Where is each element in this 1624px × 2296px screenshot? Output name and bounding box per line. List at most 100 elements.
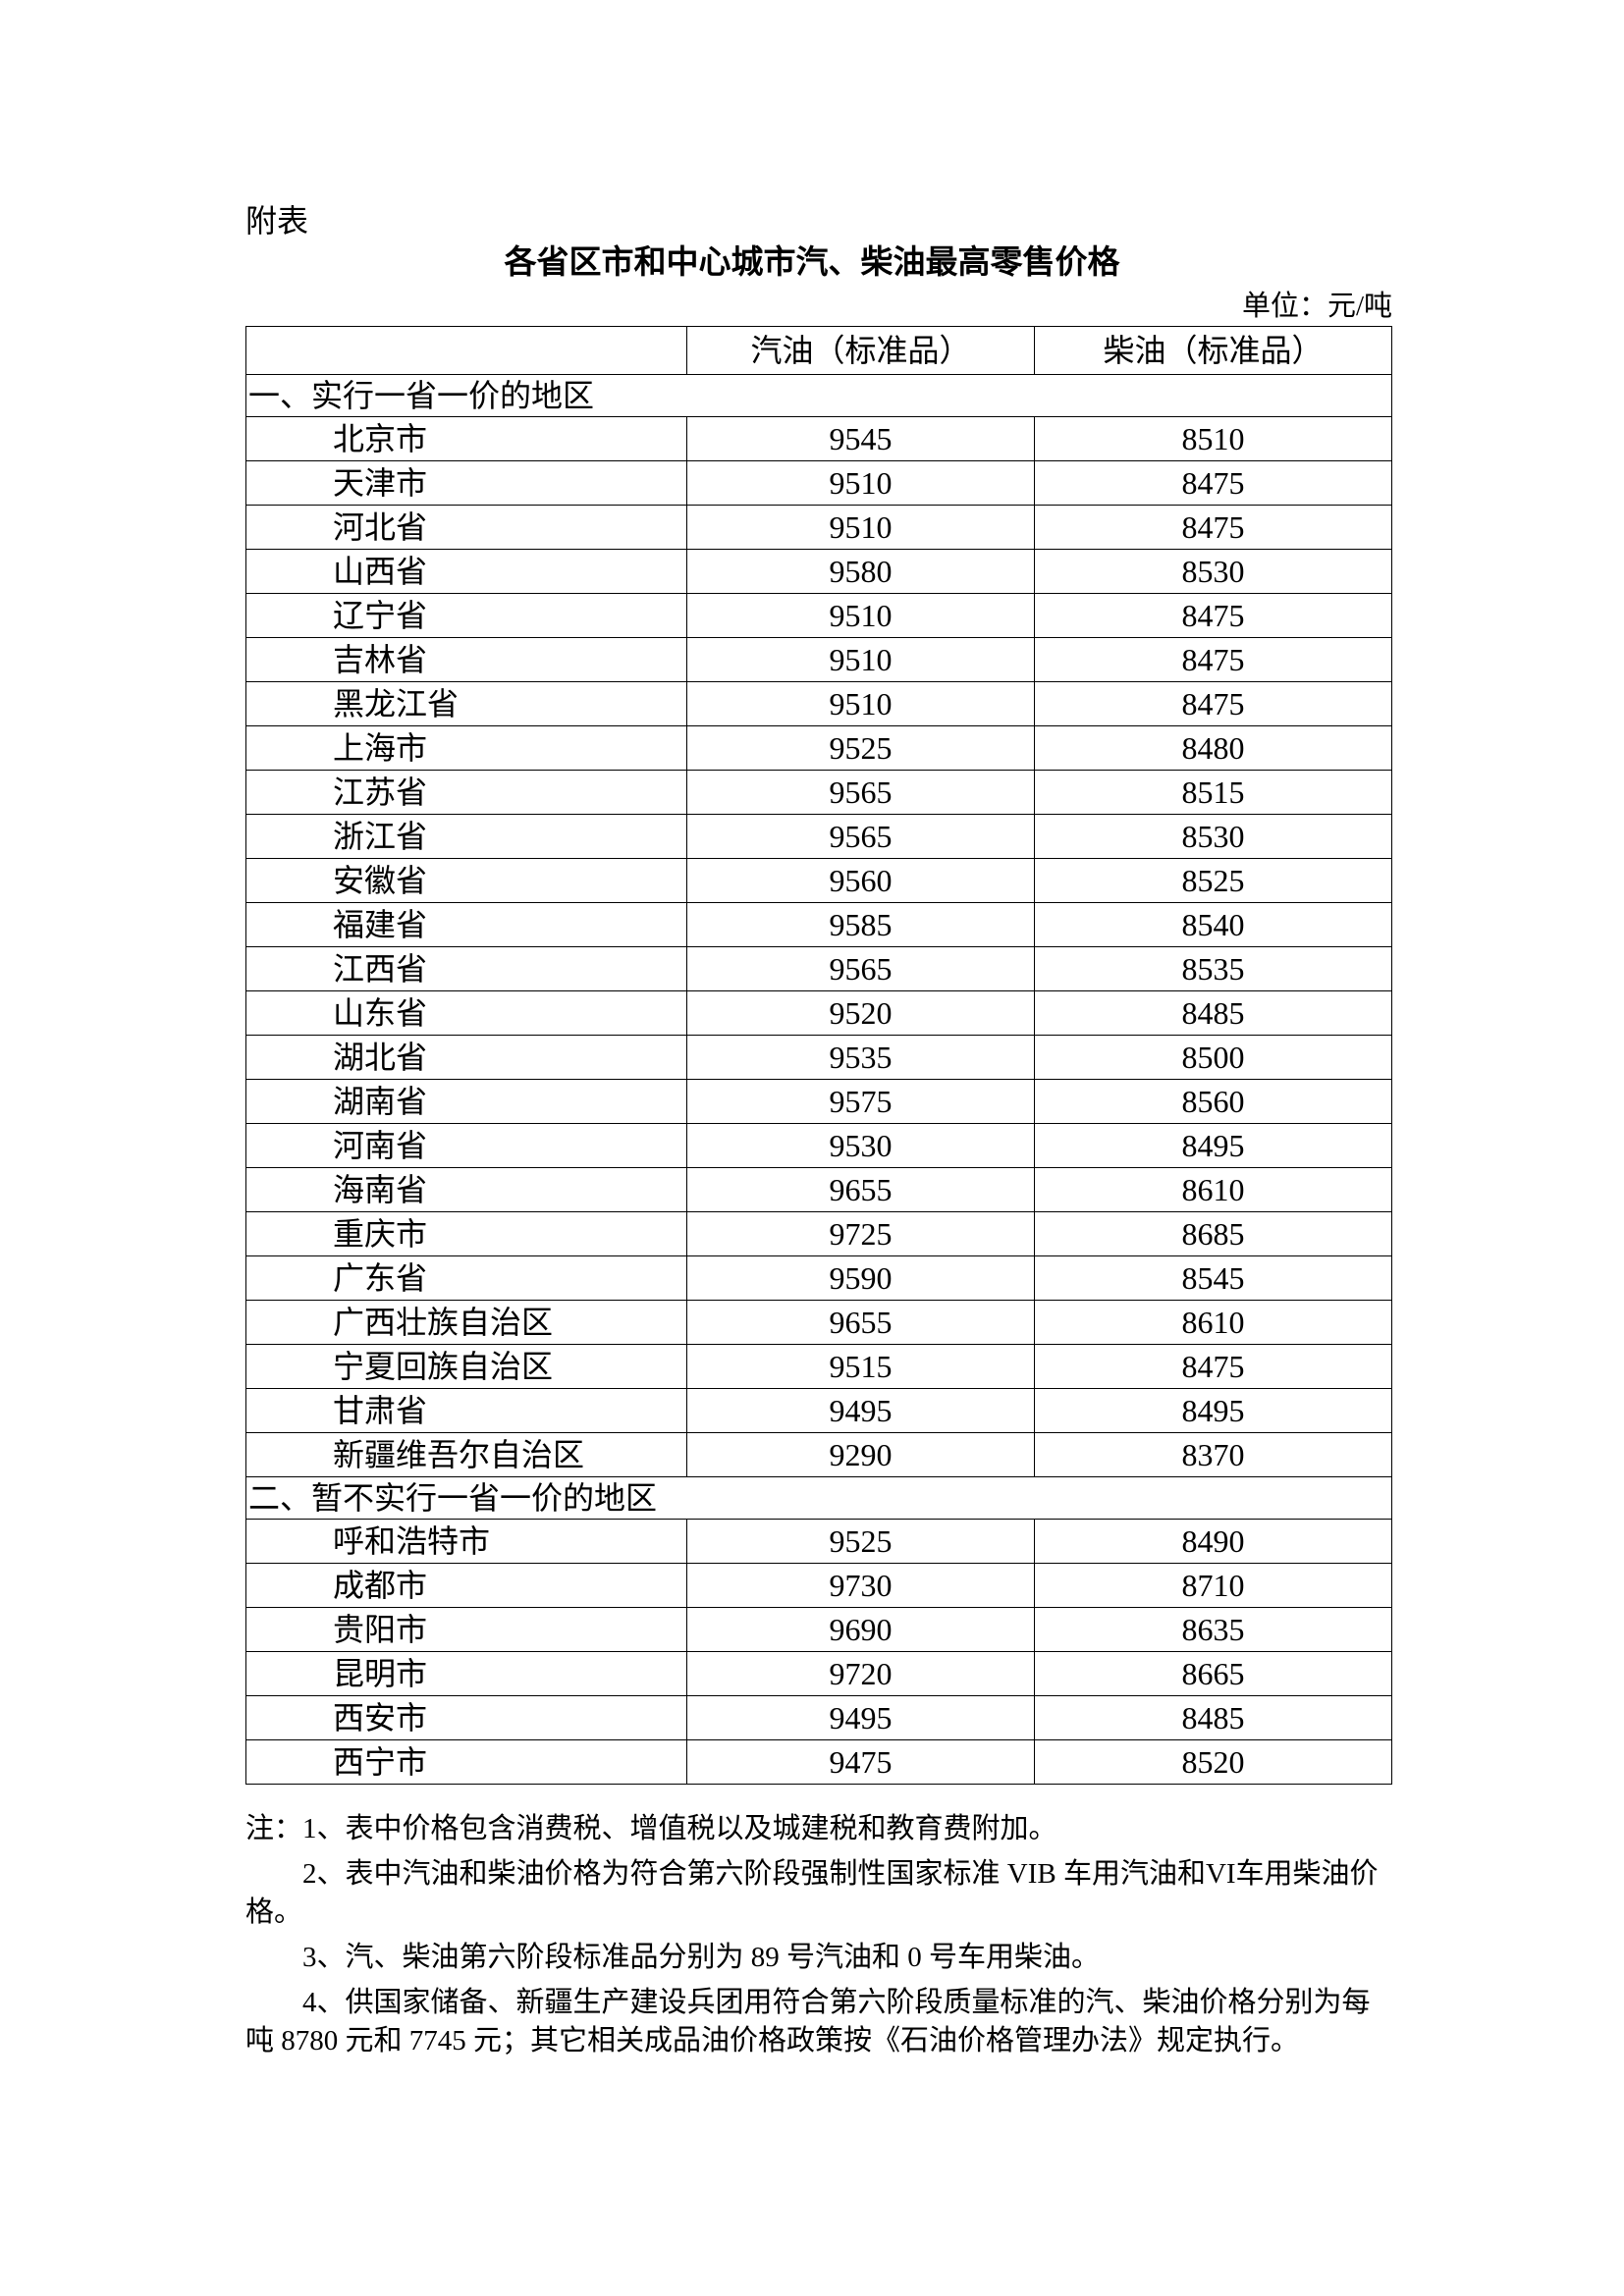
table-row: 西安市 9495 8485: [245, 1695, 1392, 1740]
table-row: 新疆维吾尔自治区 9290 8370: [245, 1432, 1392, 1477]
table-row: 黑龙江省 9510 8475: [245, 681, 1392, 726]
table-row: 河北省 9510 8475: [245, 505, 1392, 550]
table-row: 湖南省 9575 8560: [245, 1079, 1392, 1124]
gasoline-price: 9475: [686, 1739, 1035, 1785]
table-row: 河南省 9530 8495: [245, 1123, 1392, 1168]
gasoline-price: 9510: [686, 681, 1035, 726]
table-row: 吉林省 9510 8475: [245, 637, 1392, 682]
gasoline-price: 9730: [686, 1563, 1035, 1608]
region: 呼和浩特市: [245, 1519, 687, 1564]
price-table: 汽油（标准品） 柴油（标准品） 一、实行一省一价的地区 北京市 9545 8510 天津…: [245, 326, 1392, 1785]
region: 西安市: [245, 1695, 687, 1740]
table-row: 海南省 9655 8610: [245, 1167, 1392, 1212]
diesel-price: 8500: [1034, 1035, 1392, 1080]
table-row: 山西省 9580 8530: [245, 549, 1392, 594]
region: 贵阳市: [245, 1607, 687, 1652]
region: 吉林省: [245, 637, 687, 682]
region: 广东省: [245, 1255, 687, 1301]
gasoline-price: 9690: [686, 1607, 1035, 1652]
table-row: 北京市 9545 8510: [245, 416, 1392, 461]
region: 河南省: [245, 1123, 687, 1168]
table-row: 甘肃省 9495 8495: [245, 1388, 1392, 1433]
notes: 注：1、表中价格包含消费税、增值税以及城建税和教育费附加。 2、表中汽油和柴油价格…: [245, 1810, 1394, 2067]
region: 重庆市: [245, 1211, 687, 1256]
table-row: 重庆市 9725 8685: [245, 1211, 1392, 1256]
note-item: 3、汽、柴油第六阶段标准品分别为 89 号汽油和 0 号车用柴油。: [302, 1942, 1101, 1973]
unit-label: 单位：元/吨: [1241, 291, 1392, 322]
region: 辽宁省: [245, 593, 687, 638]
gasoline-price: 9655: [686, 1167, 1035, 1212]
table-row: 上海市 9525 8480: [245, 725, 1392, 771]
section-row: 二、暂不实行一省一价的地区: [245, 1476, 1392, 1520]
gasoline-price: 9510: [686, 593, 1035, 638]
region: 新疆维吾尔自治区: [245, 1432, 687, 1477]
gasoline-price: 9290: [686, 1432, 1035, 1477]
gasoline-price: 9510: [686, 637, 1035, 682]
note-item: 2、表中汽油和柴油价格为符合第六阶段强制性国家标准 VIB 车用汽油和VI车用柴…: [245, 1858, 1379, 1928]
diesel-price: 8545: [1034, 1255, 1392, 1301]
region: 宁夏回族自治区: [245, 1344, 687, 1389]
diesel-price: 8540: [1034, 902, 1392, 947]
region: 广西壮族自治区: [245, 1300, 687, 1345]
gasoline-price: 9515: [686, 1344, 1035, 1389]
table-row: 成都市 9730 8710: [245, 1563, 1392, 1608]
diesel-price: 8710: [1034, 1563, 1392, 1608]
diesel-price: 8525: [1034, 858, 1392, 903]
diesel-price: 8490: [1034, 1519, 1392, 1564]
gasoline-price: 9575: [686, 1079, 1035, 1124]
diesel-price: 8495: [1034, 1388, 1392, 1433]
table-row: 宁夏回族自治区 9515 8475: [245, 1344, 1392, 1389]
gasoline-price: 9525: [686, 725, 1035, 771]
region: 海南省: [245, 1167, 687, 1212]
region: 福建省: [245, 902, 687, 947]
region: 成都市: [245, 1563, 687, 1608]
region: 湖北省: [245, 1035, 687, 1080]
gasoline-price: 9565: [686, 814, 1035, 859]
table-row: 安徽省 9560 8525: [245, 858, 1392, 903]
section-label: 一、实行一省一价的地区: [245, 374, 1392, 417]
section-row: 一、实行一省一价的地区: [245, 374, 1392, 417]
table-row: 浙江省 9565 8530: [245, 814, 1392, 859]
gasoline-price: 9545: [686, 416, 1035, 461]
diesel-price: 8610: [1034, 1300, 1392, 1345]
region: 浙江省: [245, 814, 687, 859]
region: 甘肃省: [245, 1388, 687, 1433]
table-row: 天津市 9510 8475: [245, 460, 1392, 506]
table-row: 江苏省 9565 8515: [245, 770, 1392, 815]
table-row: 昆明市 9720 8665: [245, 1651, 1392, 1696]
gasoline-price: 9510: [686, 505, 1035, 550]
gasoline-price: 9590: [686, 1255, 1035, 1301]
region: 安徽省: [245, 858, 687, 903]
table-header-row: 汽油（标准品） 柴油（标准品）: [245, 326, 1392, 375]
gasoline-price: 9655: [686, 1300, 1035, 1345]
section-label: 二、暂不实行一省一价的地区: [245, 1476, 1392, 1520]
region: 西宁市: [245, 1739, 687, 1785]
gasoline-price: 9525: [686, 1519, 1035, 1564]
gasoline-price: 9495: [686, 1388, 1035, 1433]
diesel-price: 8370: [1034, 1432, 1392, 1477]
diesel-price: 8535: [1034, 946, 1392, 991]
region: 北京市: [245, 416, 687, 461]
region: 黑龙江省: [245, 681, 687, 726]
appendix-label: 附表: [245, 203, 309, 239]
region: 昆明市: [245, 1651, 687, 1696]
diesel-price: 8685: [1034, 1211, 1392, 1256]
region: 山东省: [245, 990, 687, 1036]
table-row: 贵阳市 9690 8635: [245, 1607, 1392, 1652]
region: 江西省: [245, 946, 687, 991]
diesel-price: 8480: [1034, 725, 1392, 771]
gasoline-price: 9510: [686, 460, 1035, 506]
note-item: 注：1、表中价格包含消费税、增值税以及城建税和教育费附加。: [245, 1813, 1057, 1844]
table-row: 广西壮族自治区 9655 8610: [245, 1300, 1392, 1345]
diesel-price: 8530: [1034, 814, 1392, 859]
diesel-price: 8495: [1034, 1123, 1392, 1168]
table-row: 辽宁省 9510 8475: [245, 593, 1392, 638]
diesel-price: 8475: [1034, 460, 1392, 506]
region: 江苏省: [245, 770, 687, 815]
diesel-price: 8515: [1034, 770, 1392, 815]
gasoline-price: 9725: [686, 1211, 1035, 1256]
gasoline-price: 9585: [686, 902, 1035, 947]
region: 河北省: [245, 505, 687, 550]
gasoline-price: 9560: [686, 858, 1035, 903]
header-gasoline: 汽油（标准品）: [686, 326, 1035, 375]
